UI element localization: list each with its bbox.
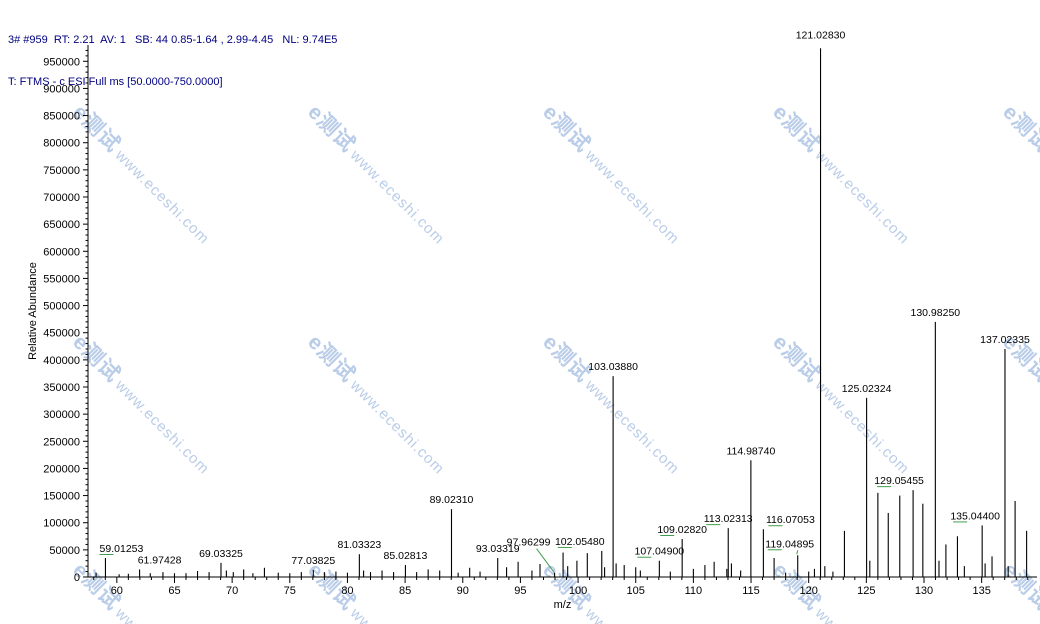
y-tick-label: 650000 xyxy=(43,219,80,231)
y-tick-label: 850000 xyxy=(43,111,80,123)
x-tick-label: 100 xyxy=(569,585,587,597)
peak-label: 129.05455 xyxy=(874,475,924,487)
x-tick-label: 70 xyxy=(226,585,238,597)
x-tick-label: 85 xyxy=(399,585,411,597)
x-tick-label: 130 xyxy=(915,585,933,597)
peak-label: 116.07053 xyxy=(766,514,815,526)
y-tick-label: 900000 xyxy=(43,83,80,95)
scan-header-line1: 3# #959 RT: 2.21 AV: 1 SB: 44 0.85-1.64 … xyxy=(8,34,338,46)
tick-labels-group: 60 65 70 75 80 85 90 95 100 105 110 115 120 125 130 135… xyxy=(27,56,991,611)
x-tick-label: 65 xyxy=(168,585,180,597)
peak-label: 81.03323 xyxy=(337,539,381,551)
peak-leader-line xyxy=(796,550,799,555)
peak-label: 114.98740 xyxy=(726,445,775,457)
x-tick-label: 75 xyxy=(284,585,296,597)
y-tick-label: 300000 xyxy=(43,409,80,421)
y-axis-title: Relative Abundance xyxy=(27,262,39,360)
y-tick-label: 500000 xyxy=(43,301,80,313)
y-tick-label: 700000 xyxy=(43,192,80,204)
y-tick-label: 800000 xyxy=(43,138,80,150)
peak-label: 93.03319 xyxy=(476,543,520,555)
peak-label: 113.02313 xyxy=(704,513,753,525)
peak-label: 137.02335 xyxy=(980,334,1030,346)
x-tick-label: 90 xyxy=(457,585,469,597)
peak-label: 102.05480 xyxy=(555,536,605,548)
y-tick-label: 450000 xyxy=(43,328,80,340)
x-tick-label: 115 xyxy=(742,585,760,597)
y-tick-label: 150000 xyxy=(43,491,80,503)
y-tick-label: 350000 xyxy=(43,382,80,394)
y-tick-label: 950000 xyxy=(43,56,80,68)
y-tick-label: 400000 xyxy=(43,355,80,367)
peak-label: 130.98250 xyxy=(911,307,961,319)
x-tick-label: 125 xyxy=(857,585,875,597)
y-tick-label: 50000 xyxy=(49,545,80,557)
scan-header-line2: T: FTMS - c ESI Full ms [50.0000-750.000… xyxy=(8,76,223,88)
y-tick-label: 550000 xyxy=(43,273,80,285)
x-tick-label: 120 xyxy=(800,585,818,597)
x-tick-label: 95 xyxy=(514,585,526,597)
x-tick-label: 110 xyxy=(685,585,703,597)
peak-label: 125.02324 xyxy=(842,383,892,395)
peak-label: 61.97428 xyxy=(138,554,182,566)
peak-label: 103.03880 xyxy=(588,361,638,373)
y-tick-label: 0 xyxy=(74,572,80,584)
x-axis-title: m/z xyxy=(554,599,572,611)
y-tick-label: 100000 xyxy=(43,518,80,530)
x-tick-label: 105 xyxy=(627,585,645,597)
peak-label: 77.03825 xyxy=(291,555,335,567)
peak-label: 69.03325 xyxy=(199,548,243,560)
peak-label: 109.02820 xyxy=(657,524,707,536)
y-tick-label: 200000 xyxy=(43,463,80,475)
y-tick-label: 750000 xyxy=(43,165,80,177)
x-tick-label: 60 xyxy=(111,585,123,597)
peaks-group xyxy=(95,48,1028,577)
peak-label: 135.04400 xyxy=(950,510,1000,522)
peak-label: 107.04900 xyxy=(635,546,685,558)
peak-label: 119.04895 xyxy=(765,538,814,550)
peak-label: 59.01253 xyxy=(100,543,144,555)
peak-label: 97.96299 xyxy=(507,537,551,549)
y-tick-label: 250000 xyxy=(43,436,80,448)
x-tick-label: 135 xyxy=(972,585,990,597)
x-tick-label: 80 xyxy=(341,585,353,597)
scan-header: 3# #959 RT: 2.21 AV: 1 SB: 44 0.85-1.64 … xyxy=(8,5,337,103)
axes-group xyxy=(83,45,1037,583)
peak-label: 89.02310 xyxy=(430,494,474,506)
y-tick-label: 600000 xyxy=(43,246,80,258)
peak-label: 85.02813 xyxy=(384,550,428,562)
peak-leader-line xyxy=(536,548,554,572)
peak-label: 121.02830 xyxy=(796,29,846,41)
